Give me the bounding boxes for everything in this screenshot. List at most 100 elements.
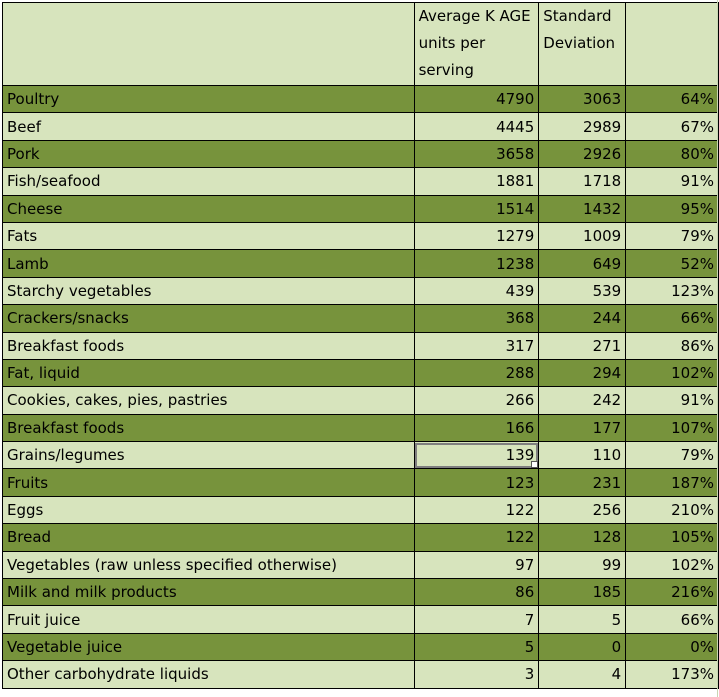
average-cell[interactable]: 3 [413, 660, 540, 689]
average-cell[interactable]: 97 [413, 550, 540, 580]
average-cell[interactable]: 4790 [413, 84, 540, 114]
std-dev-cell[interactable]: 242 [538, 386, 627, 415]
header-cell-average[interactable]: Average K AGE units per serving [413, 2, 540, 86]
average-cell[interactable]: 5 [413, 632, 540, 662]
std-dev-cell[interactable]: 3063 [538, 84, 627, 114]
average-cell[interactable]: 1238 [413, 249, 540, 278]
ratio-cell[interactable]: 79% [625, 441, 719, 470]
ratio-cell[interactable]: 86% [625, 331, 719, 360]
average-cell[interactable]: 439 [413, 276, 540, 306]
food-name-cell[interactable]: Vegetables (raw unless specified otherwi… [2, 550, 415, 580]
table-row: Eggs 122 256 210% [2, 495, 719, 525]
ratio-cell[interactable]: 0% [625, 632, 719, 662]
food-name-cell[interactable]: Fruits [2, 468, 415, 497]
average-cell[interactable]: 1514 [413, 194, 540, 223]
food-name-cell[interactable]: Lamb [2, 249, 415, 278]
std-dev-cell[interactable]: 110 [538, 441, 627, 470]
ratio-cell[interactable]: 66% [625, 605, 719, 634]
food-name-cell[interactable]: Breakfast foods [2, 413, 415, 443]
food-name-cell[interactable]: Fish/seafood [2, 167, 415, 196]
ratio-cell[interactable]: 64% [625, 84, 719, 114]
ratio-cell[interactable]: 80% [625, 139, 719, 169]
std-dev-cell[interactable]: 185 [538, 578, 627, 607]
average-cell[interactable]: 3658 [413, 139, 540, 169]
food-name-cell[interactable]: Crackers/snacks [2, 304, 415, 333]
food-name-cell[interactable]: Fat, liquid [2, 358, 415, 388]
average-cell[interactable]: 122 [413, 523, 540, 552]
average-cell[interactable]: 123 [413, 468, 540, 497]
header-cell-empty[interactable] [2, 2, 415, 86]
std-dev-cell[interactable]: 2926 [538, 139, 627, 169]
food-name-cell[interactable]: Grains/legumes [2, 441, 415, 470]
std-dev-cell[interactable]: 244 [538, 304, 627, 333]
average-cell[interactable]: 266 [413, 386, 540, 415]
std-dev-cell[interactable]: 231 [538, 468, 627, 497]
ratio-cell[interactable]: 210% [625, 495, 719, 525]
food-name-cell[interactable]: Fruit juice [2, 605, 415, 634]
std-dev-cell[interactable]: 271 [538, 331, 627, 360]
average-cell[interactable]: 1881 [413, 167, 540, 196]
average-cell[interactable]: 317 [413, 331, 540, 360]
average-cell[interactable]: 4445 [413, 112, 540, 141]
food-name-cell[interactable]: Beef [2, 112, 415, 141]
std-dev-cell[interactable]: 5 [538, 605, 627, 634]
std-dev-cell[interactable]: 1718 [538, 167, 627, 196]
ratio-cell[interactable]: 67% [625, 112, 719, 141]
ratio-cell[interactable]: 102% [625, 550, 719, 580]
food-name-cell[interactable]: Other carbohydrate liquids [2, 660, 415, 689]
average-cell[interactable]: 122 [413, 495, 540, 525]
std-dev-cell[interactable]: 177 [538, 413, 627, 443]
header-cell-ratio[interactable] [625, 2, 719, 86]
std-dev-cell[interactable]: 2989 [538, 112, 627, 141]
average-cell[interactable]: 7 [413, 605, 540, 634]
ratio-cell[interactable]: 102% [625, 358, 719, 388]
ratio-cell[interactable]: 107% [625, 413, 719, 443]
average-cell[interactable]: 86 [413, 578, 540, 607]
table-row: Grains/legumes 139 110 79% [2, 441, 719, 470]
table-row: Beef 4445 2989 67% [2, 112, 719, 141]
ratio-cell[interactable]: 105% [625, 523, 719, 552]
table-row: Fats 1279 1009 79% [2, 221, 719, 251]
ratio-cell[interactable]: 79% [625, 221, 719, 251]
food-name-cell[interactable]: Milk and milk products [2, 578, 415, 607]
ratio-cell[interactable]: 66% [625, 304, 719, 333]
ratio-cell[interactable]: 95% [625, 194, 719, 223]
std-dev-cell[interactable]: 0 [538, 632, 627, 662]
std-dev-cell[interactable]: 649 [538, 249, 627, 278]
table-row: Poultry 4790 3063 64% [2, 84, 719, 114]
food-name-cell[interactable]: Eggs [2, 495, 415, 525]
ratio-cell[interactable]: 91% [625, 386, 719, 415]
ratio-cell[interactable]: 187% [625, 468, 719, 497]
food-name-cell[interactable]: Fats [2, 221, 415, 251]
std-dev-cell[interactable]: 4 [538, 660, 627, 689]
average-cell[interactable]: 166 [413, 413, 540, 443]
std-dev-cell[interactable]: 99 [538, 550, 627, 580]
food-name-cell[interactable]: Starchy vegetables [2, 276, 415, 306]
std-dev-cell[interactable]: 294 [538, 358, 627, 388]
std-dev-cell[interactable]: 1432 [538, 194, 627, 223]
ratio-cell[interactable]: 123% [625, 276, 719, 306]
food-name-cell[interactable]: Cheese [2, 194, 415, 223]
average-cell[interactable]: 1279 [413, 221, 540, 251]
food-name-cell[interactable]: Cookies, cakes, pies, pastries [2, 386, 415, 415]
std-dev-cell[interactable]: 128 [538, 523, 627, 552]
average-cell[interactable]: 368 [413, 304, 540, 333]
ratio-cell[interactable]: 173% [625, 660, 719, 689]
ratio-cell[interactable]: 52% [625, 249, 719, 278]
food-name-cell[interactable]: Pork [2, 139, 415, 169]
food-name-cell[interactable]: Bread [2, 523, 415, 552]
ratio-cell[interactable]: 91% [625, 167, 719, 196]
food-name-cell[interactable]: Poultry [2, 84, 415, 114]
ratio-cell[interactable]: 216% [625, 578, 719, 607]
std-dev-cell[interactable]: 256 [538, 495, 627, 525]
std-dev-cell[interactable]: 1009 [538, 221, 627, 251]
selected-cell[interactable]: 139 [413, 441, 540, 470]
std-dev-cell[interactable]: 539 [538, 276, 627, 306]
average-cell[interactable]: 288 [413, 358, 540, 388]
food-name-cell[interactable]: Vegetable juice [2, 632, 415, 662]
food-name-cell[interactable]: Breakfast foods [2, 331, 415, 360]
fill-handle[interactable] [531, 461, 538, 468]
header-cell-std-dev[interactable]: Standard Deviation [538, 2, 627, 86]
